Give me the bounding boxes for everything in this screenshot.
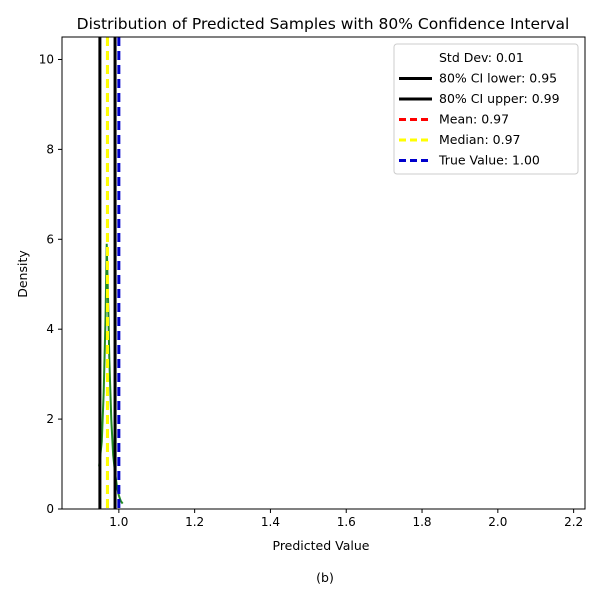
figure-caption: (b) xyxy=(316,570,334,585)
chart-title: Distribution of Predicted Samples with 8… xyxy=(77,15,570,33)
legend-std-dev: Std Dev: 0.01 xyxy=(439,50,524,65)
y-tick-label: 6 xyxy=(46,232,54,246)
legend-entry: 80% CI lower: 0.95 xyxy=(439,71,557,86)
x-tick-label: 1.0 xyxy=(109,515,128,529)
legend-entry: True Value: 1.00 xyxy=(438,153,540,168)
y-tick-label: 0 xyxy=(46,502,54,516)
plot-area: 1.0 1.2 1.4 1.6 1.8 2.0 2.2 0 2 4 6 8 10 xyxy=(39,36,586,529)
axes-frame xyxy=(61,36,586,510)
x-tick-label: 1.8 xyxy=(412,515,431,529)
legend-box xyxy=(393,43,579,175)
legend-entry: 80% CI upper: 0.99 xyxy=(439,91,560,106)
x-axis-label: Predicted Value xyxy=(273,538,370,553)
legend-entry: Mean: 0.97 xyxy=(439,112,509,127)
legend-entry: Median: 0.97 xyxy=(439,132,520,147)
x-tick-label: 1.6 xyxy=(337,515,356,529)
x-tick-label: 1.4 xyxy=(261,515,280,529)
x-tick-label: 1.2 xyxy=(185,515,204,529)
y-tick-label: 4 xyxy=(46,322,54,336)
x-tick-label: 2.2 xyxy=(564,515,583,529)
legend: Std Dev: 0.01 80% CI lower: 0.95 80% CI up… xyxy=(393,43,579,175)
density-curve xyxy=(98,243,124,505)
y-tick-label: 2 xyxy=(46,412,54,426)
y-axis-label: Density xyxy=(15,250,30,298)
y-tick-label: 8 xyxy=(46,142,54,156)
x-tick-label: 2.0 xyxy=(488,515,507,529)
plot-content xyxy=(98,37,124,509)
y-tick-label: 10 xyxy=(39,52,54,66)
